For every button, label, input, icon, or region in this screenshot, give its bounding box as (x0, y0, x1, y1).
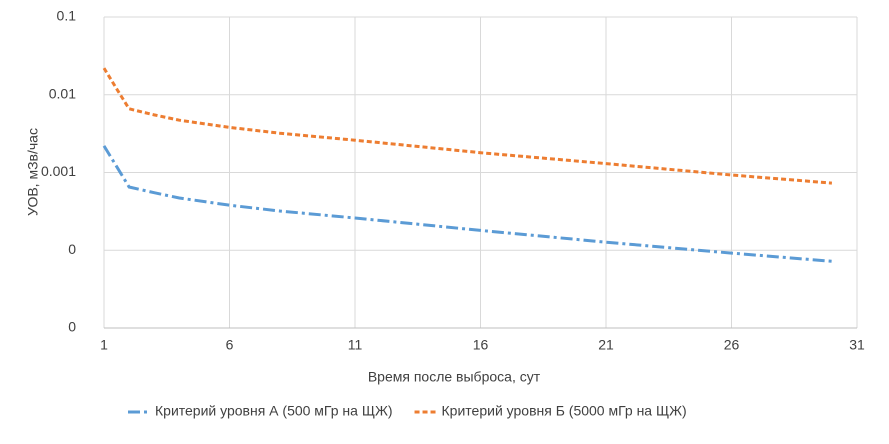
y-axis-label: УОВ, мЗв/час (25, 128, 41, 216)
legend-label: Критерий уровня А (500 мГр на ЩЖ) (155, 403, 393, 419)
x-tick-label: 16 (473, 337, 489, 353)
series-line (102, 67, 833, 185)
legend-label: Критерий уровня Б (5000 мГр на ЩЖ) (442, 403, 687, 419)
y-tick-label: 0 (68, 241, 76, 257)
x-tick-label: 11 (348, 337, 363, 353)
x-tick-label: 21 (598, 337, 614, 353)
x-tick-label: 6 (226, 337, 234, 353)
series-line (102, 145, 833, 263)
x-tick-label: 26 (724, 337, 740, 353)
y-tick-label: 0.1 (57, 8, 77, 24)
x-tick-label: 1 (100, 337, 108, 353)
y-tick-label: 0 (68, 319, 76, 335)
x-axis-label: Время после выброса, сут (368, 369, 541, 385)
y-tick-label: 0.01 (49, 85, 76, 101)
y-tick-label: 0.001 (41, 163, 76, 179)
x-tick-label: 31 (849, 337, 865, 353)
